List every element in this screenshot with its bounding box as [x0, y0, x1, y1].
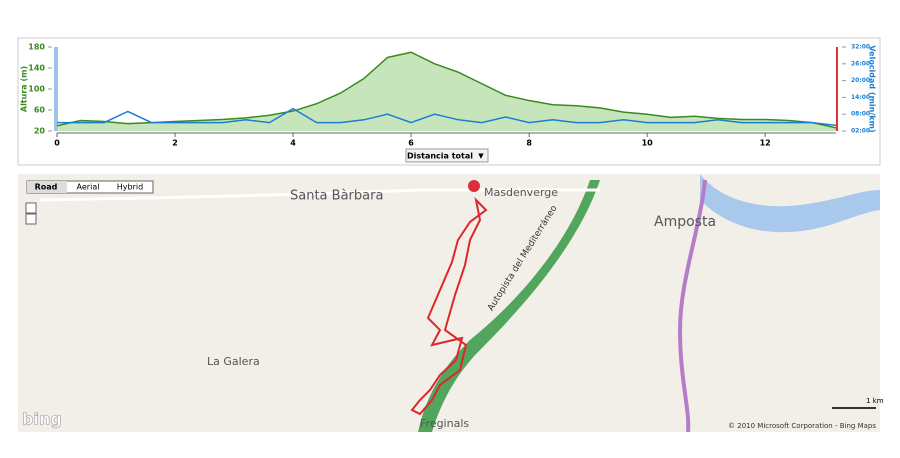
zoom-in[interactable] — [25, 202, 37, 214]
map-button[interactable]: Hybrid — [117, 183, 143, 192]
x-tick-label: 10 — [642, 139, 654, 148]
road — [677, 179, 707, 433]
y2-tick-label: 02:00 — [851, 128, 870, 135]
selector[interactable]: Distancia total ▼ — [405, 148, 489, 163]
y2-tick-label: 08:00 — [851, 111, 870, 118]
y2-tick-label: 14:00 — [851, 94, 870, 101]
y2-tick-label: 20:00 — [851, 77, 870, 84]
scale-label: 1 km — [866, 397, 884, 405]
x-tick-label: 4 — [290, 139, 296, 148]
map-button[interactable]: Road — [35, 183, 58, 192]
x-tick-label: 12 — [760, 139, 771, 148]
y-tick-label: 60 — [34, 106, 46, 115]
place-label: Amposta — [654, 214, 716, 230]
y-tick-label: 20 — [34, 127, 46, 136]
map: Road Aerial Hybrid Santa Bàrbara Masdenv… — [18, 174, 884, 433]
y-tick-label: 100 — [28, 85, 45, 94]
selector-box[interactable] — [405, 148, 489, 163]
route — [410, 196, 488, 416]
y-tick-label: 140 — [28, 64, 45, 73]
highway — [418, 180, 600, 432]
zoom-out[interactable] — [25, 213, 37, 225]
y-tick-label: 180 — [28, 43, 45, 52]
y2-tick-label: 26:00 — [851, 60, 870, 67]
map-button[interactable]: Aerial — [77, 183, 100, 192]
y-axis-title: Altura (m) — [20, 66, 29, 112]
place-label: Santa Bàrbara — [290, 189, 383, 204]
x-tick-label: 8 — [526, 139, 532, 148]
y2-axis-title: Velocidad (min/km) — [868, 45, 877, 132]
place-label: Masdenverge — [484, 186, 558, 199]
logo: bing — [22, 410, 62, 429]
y2-tick-label: 32:00 — [851, 44, 870, 51]
x-tick-label: 0 — [54, 139, 60, 148]
river — [700, 174, 880, 233]
road — [39, 188, 600, 202]
area — [57, 52, 836, 131]
copyright: © 2010 Microsoft Corporation - Bing Maps — [728, 422, 876, 430]
start-marker — [54, 47, 58, 131]
route-pin — [468, 180, 480, 192]
x-tick-label: 6 — [408, 139, 414, 148]
button-active[interactable] — [27, 181, 67, 193]
selector-label[interactable]: Distancia total — [407, 152, 473, 161]
selector-arrow[interactable]: ▼ — [478, 152, 484, 160]
line — [57, 107, 837, 127]
map-type-buttons[interactable]: Road Aerial Hybrid — [26, 180, 154, 194]
x-tick-label: 2 — [172, 139, 178, 148]
line — [56, 51, 837, 129]
place-label: Freginals — [420, 417, 469, 430]
place-label: La Galera — [207, 355, 260, 368]
